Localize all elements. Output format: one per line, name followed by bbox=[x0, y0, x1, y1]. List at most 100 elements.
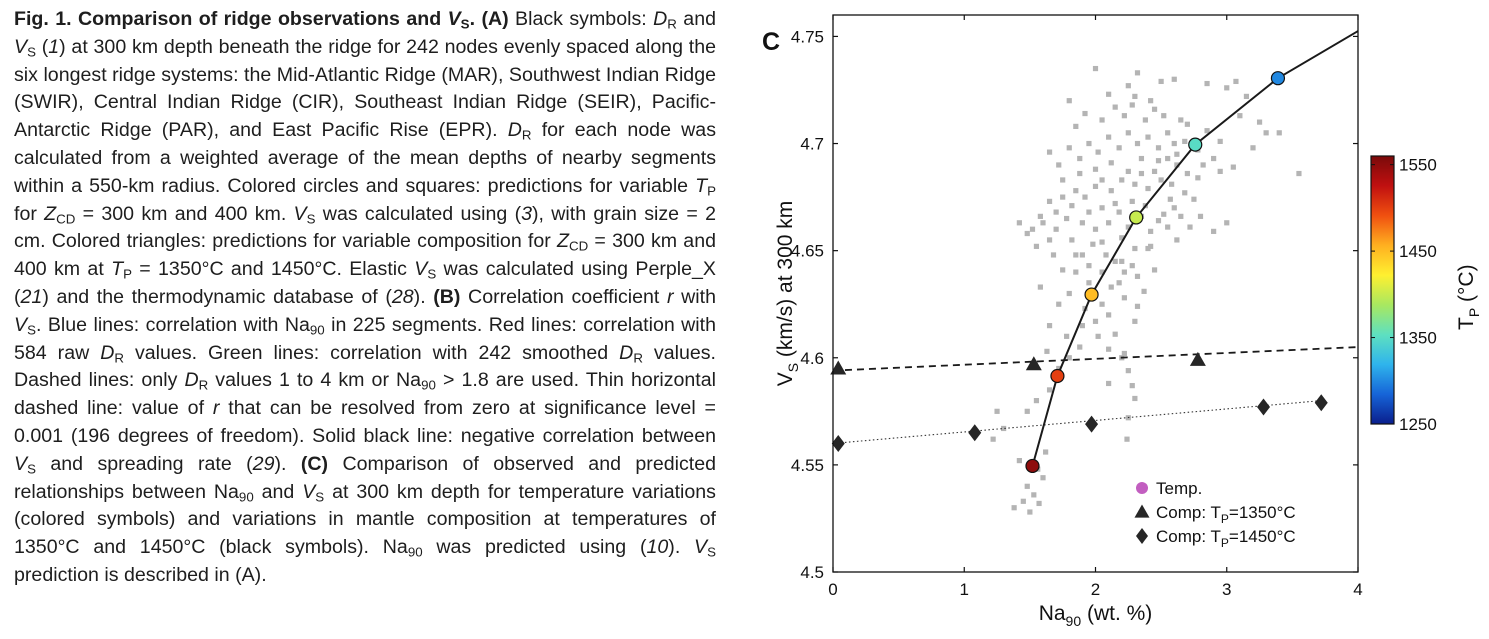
observation-point bbox=[1079, 252, 1085, 258]
observation-point bbox=[1155, 218, 1162, 224]
observation-point bbox=[1250, 145, 1256, 151]
observation-point bbox=[1171, 76, 1177, 82]
observation-point bbox=[1079, 220, 1085, 226]
y-tick-label: 4.75 bbox=[791, 27, 824, 46]
observation-point bbox=[1148, 243, 1154, 249]
y-tick-label: 4.65 bbox=[791, 242, 824, 261]
observation-point bbox=[1197, 213, 1204, 219]
x-axis-label: Na90 (wt. %) bbox=[1039, 602, 1153, 629]
observation-point bbox=[1230, 164, 1236, 170]
observation-point bbox=[1121, 269, 1127, 275]
observation-point bbox=[1046, 237, 1053, 243]
observation-point bbox=[1169, 181, 1175, 187]
colorbar: 1250 1350 1450 1550 TP (°C) bbox=[1370, 155, 1482, 434]
observation-point bbox=[1069, 203, 1075, 209]
observation-point bbox=[1106, 91, 1112, 97]
observation-point bbox=[1125, 83, 1131, 89]
temperature-marker bbox=[1025, 458, 1040, 474]
observation-point bbox=[1200, 162, 1206, 168]
y-tick-label: 4.7 bbox=[800, 135, 824, 154]
observation-point bbox=[1119, 177, 1125, 183]
x-tick-label: 0 bbox=[828, 580, 837, 599]
observation-point bbox=[1053, 209, 1059, 215]
observation-point bbox=[1092, 166, 1099, 172]
x-tick-label: 4 bbox=[1353, 580, 1362, 599]
observation-point bbox=[1165, 224, 1171, 230]
observation-point bbox=[1134, 70, 1141, 76]
observation-point bbox=[1077, 155, 1083, 162]
observation-point bbox=[1037, 284, 1043, 290]
y-axis-label-main: (km/s) at 300 km bbox=[774, 201, 797, 363]
panel-label: C bbox=[762, 28, 780, 56]
observation-point bbox=[1079, 323, 1085, 329]
observation-point bbox=[1132, 395, 1138, 402]
observation-point bbox=[1103, 252, 1109, 258]
observation-point bbox=[1134, 303, 1141, 309]
legend-temp-label: Temp. bbox=[1156, 479, 1202, 498]
figure-number: Fig. 1. bbox=[14, 8, 72, 30]
observation-point bbox=[1141, 288, 1147, 294]
observation-point bbox=[1092, 183, 1099, 189]
prediction-markers bbox=[830, 71, 1328, 474]
observation-point bbox=[1050, 252, 1057, 258]
observation-point bbox=[1148, 228, 1154, 234]
observation-point bbox=[1031, 492, 1037, 498]
observation-point bbox=[1099, 301, 1105, 307]
comp-1450-marker bbox=[1314, 394, 1328, 412]
observation-point bbox=[1204, 128, 1210, 134]
observation-point bbox=[1167, 196, 1173, 202]
observation-point bbox=[1036, 500, 1042, 507]
y-axis-label: VS (km/s) at 300 km bbox=[774, 201, 801, 387]
observation-point bbox=[1116, 145, 1122, 151]
observation-point bbox=[1106, 312, 1112, 318]
observation-point bbox=[1243, 93, 1250, 100]
observation-point bbox=[1204, 80, 1210, 87]
observation-point bbox=[1082, 194, 1088, 200]
observation-point bbox=[1138, 170, 1145, 177]
caption-title-end: . bbox=[469, 8, 476, 30]
observation-point bbox=[1073, 123, 1079, 129]
comp-1450-marker bbox=[968, 424, 982, 442]
observation-point bbox=[1112, 104, 1118, 110]
axes: 0 1 2 3 4 4.5 4.55 4.6 4.65 4.7 4.75 bbox=[791, 15, 1363, 599]
observation-point bbox=[1217, 138, 1223, 144]
caption-title-text: Comparison of ridge observations and bbox=[78, 8, 448, 30]
observation-point bbox=[1121, 295, 1127, 301]
observation-point bbox=[1165, 155, 1171, 162]
observation-point bbox=[1112, 331, 1118, 337]
temperature-curve bbox=[1031, 30, 1359, 467]
legend-comp-1350-marker bbox=[1134, 504, 1150, 518]
observation-point bbox=[1066, 98, 1072, 104]
caption-title: Fig. 1. Comparison of ridge observations… bbox=[14, 8, 475, 30]
temperature-marker bbox=[1050, 368, 1065, 384]
observation-point bbox=[1029, 226, 1036, 232]
observation-point bbox=[1276, 130, 1282, 136]
observation-point bbox=[1064, 333, 1070, 339]
legend-comp-1450-marker bbox=[1136, 528, 1148, 544]
observation-point bbox=[990, 436, 996, 442]
observation-point bbox=[1095, 333, 1101, 339]
observation-point bbox=[1092, 318, 1099, 324]
colorbar-tick-label: 1350 bbox=[1399, 329, 1437, 348]
temperature-marker bbox=[1270, 71, 1286, 86]
observation-point bbox=[1040, 220, 1046, 226]
colorbar-label-sub: P bbox=[1466, 308, 1482, 317]
observation-point bbox=[1129, 102, 1135, 108]
x-axis-label-unit: (wt. %) bbox=[1081, 602, 1152, 625]
observation-point bbox=[1296, 170, 1302, 177]
observation-point bbox=[1112, 200, 1118, 207]
observation-point bbox=[1037, 213, 1043, 219]
legend-comp-1350-label: Comp: TP=1350°C bbox=[1156, 503, 1296, 526]
observation-point bbox=[1044, 348, 1050, 354]
observation-point bbox=[1086, 263, 1092, 269]
observation-point bbox=[1106, 134, 1112, 140]
observation-point bbox=[1027, 509, 1033, 515]
observation-point bbox=[1237, 113, 1243, 119]
observation-point bbox=[1090, 241, 1096, 247]
observation-point bbox=[1145, 245, 1151, 252]
observation-point bbox=[1134, 273, 1141, 279]
observation-point bbox=[1171, 140, 1177, 147]
colorbar-gradient bbox=[1370, 155, 1395, 425]
y-tick-label: 4.5 bbox=[800, 563, 824, 582]
